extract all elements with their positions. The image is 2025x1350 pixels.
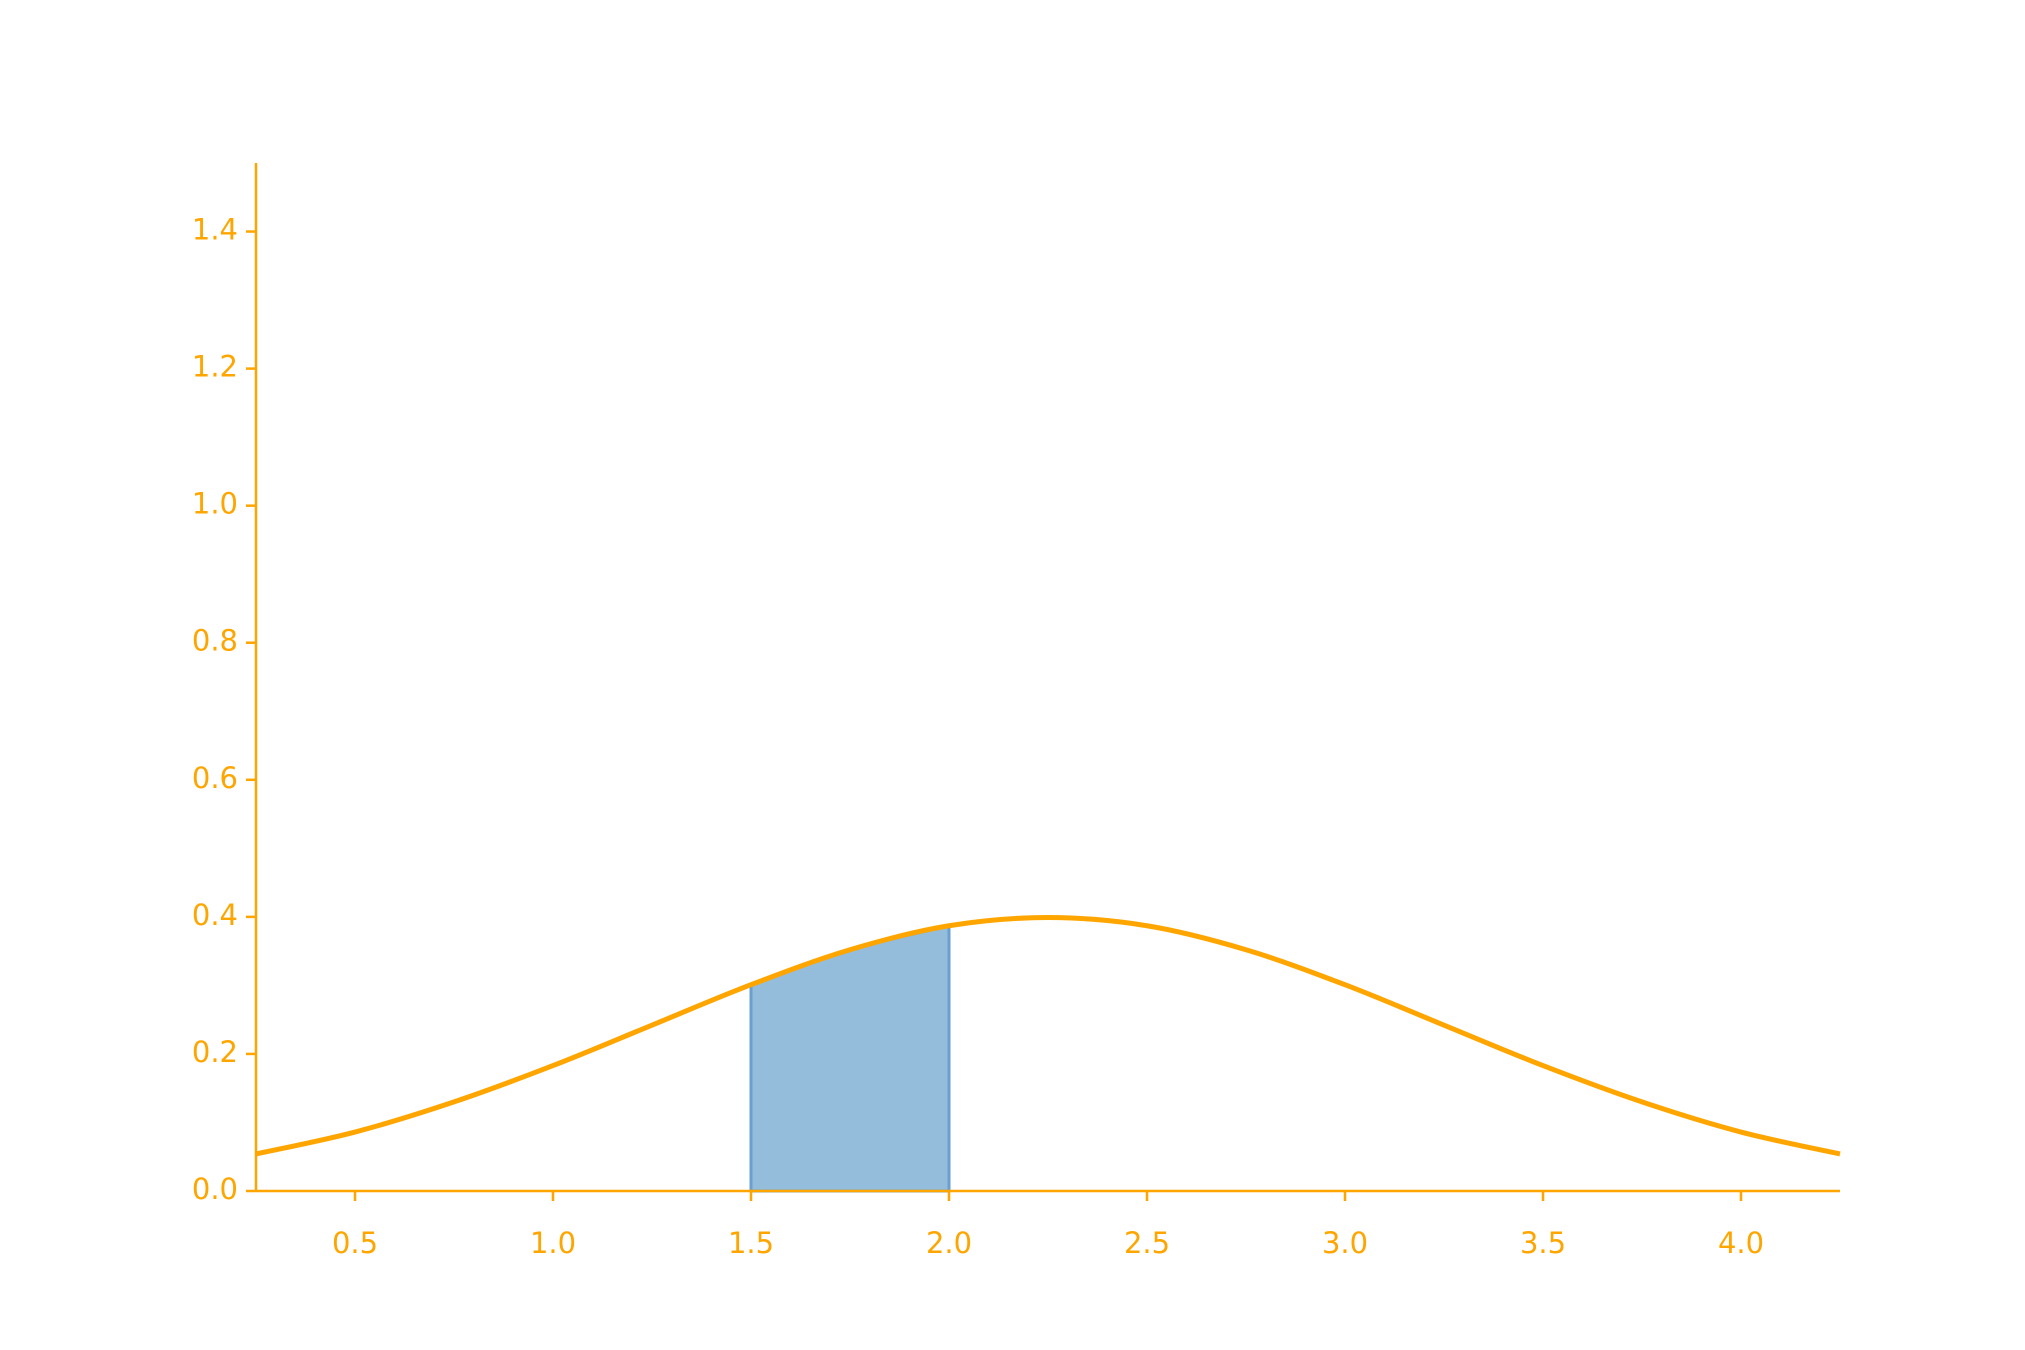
y-tick-label: 0.0 [192, 1172, 238, 1206]
x-tick-label: 3.0 [1322, 1226, 1368, 1260]
x-tick-label: 3.5 [1520, 1226, 1566, 1260]
curve [255, 915, 1841, 1157]
x-tick-label: 1.0 [530, 1226, 576, 1260]
x-tick-label: 2.0 [926, 1226, 972, 1260]
x-tick-label: 0.5 [332, 1226, 378, 1260]
y-tick-label: 0.6 [192, 761, 238, 795]
shaded-area [749, 923, 951, 1193]
y-tick-label: 0.8 [192, 624, 238, 658]
y-tick-label: 1.2 [192, 350, 238, 384]
y-tick-label: 0.4 [192, 898, 238, 932]
y-tick-label: 1.0 [192, 487, 238, 521]
x-tick-label: 2.5 [1124, 1226, 1170, 1260]
y-tick-label: 1.4 [192, 213, 238, 247]
y-tick-label: 0.2 [192, 1035, 238, 1069]
x-tick-label: 1.5 [728, 1226, 774, 1260]
x-tick-label: 4.0 [1718, 1226, 1764, 1260]
